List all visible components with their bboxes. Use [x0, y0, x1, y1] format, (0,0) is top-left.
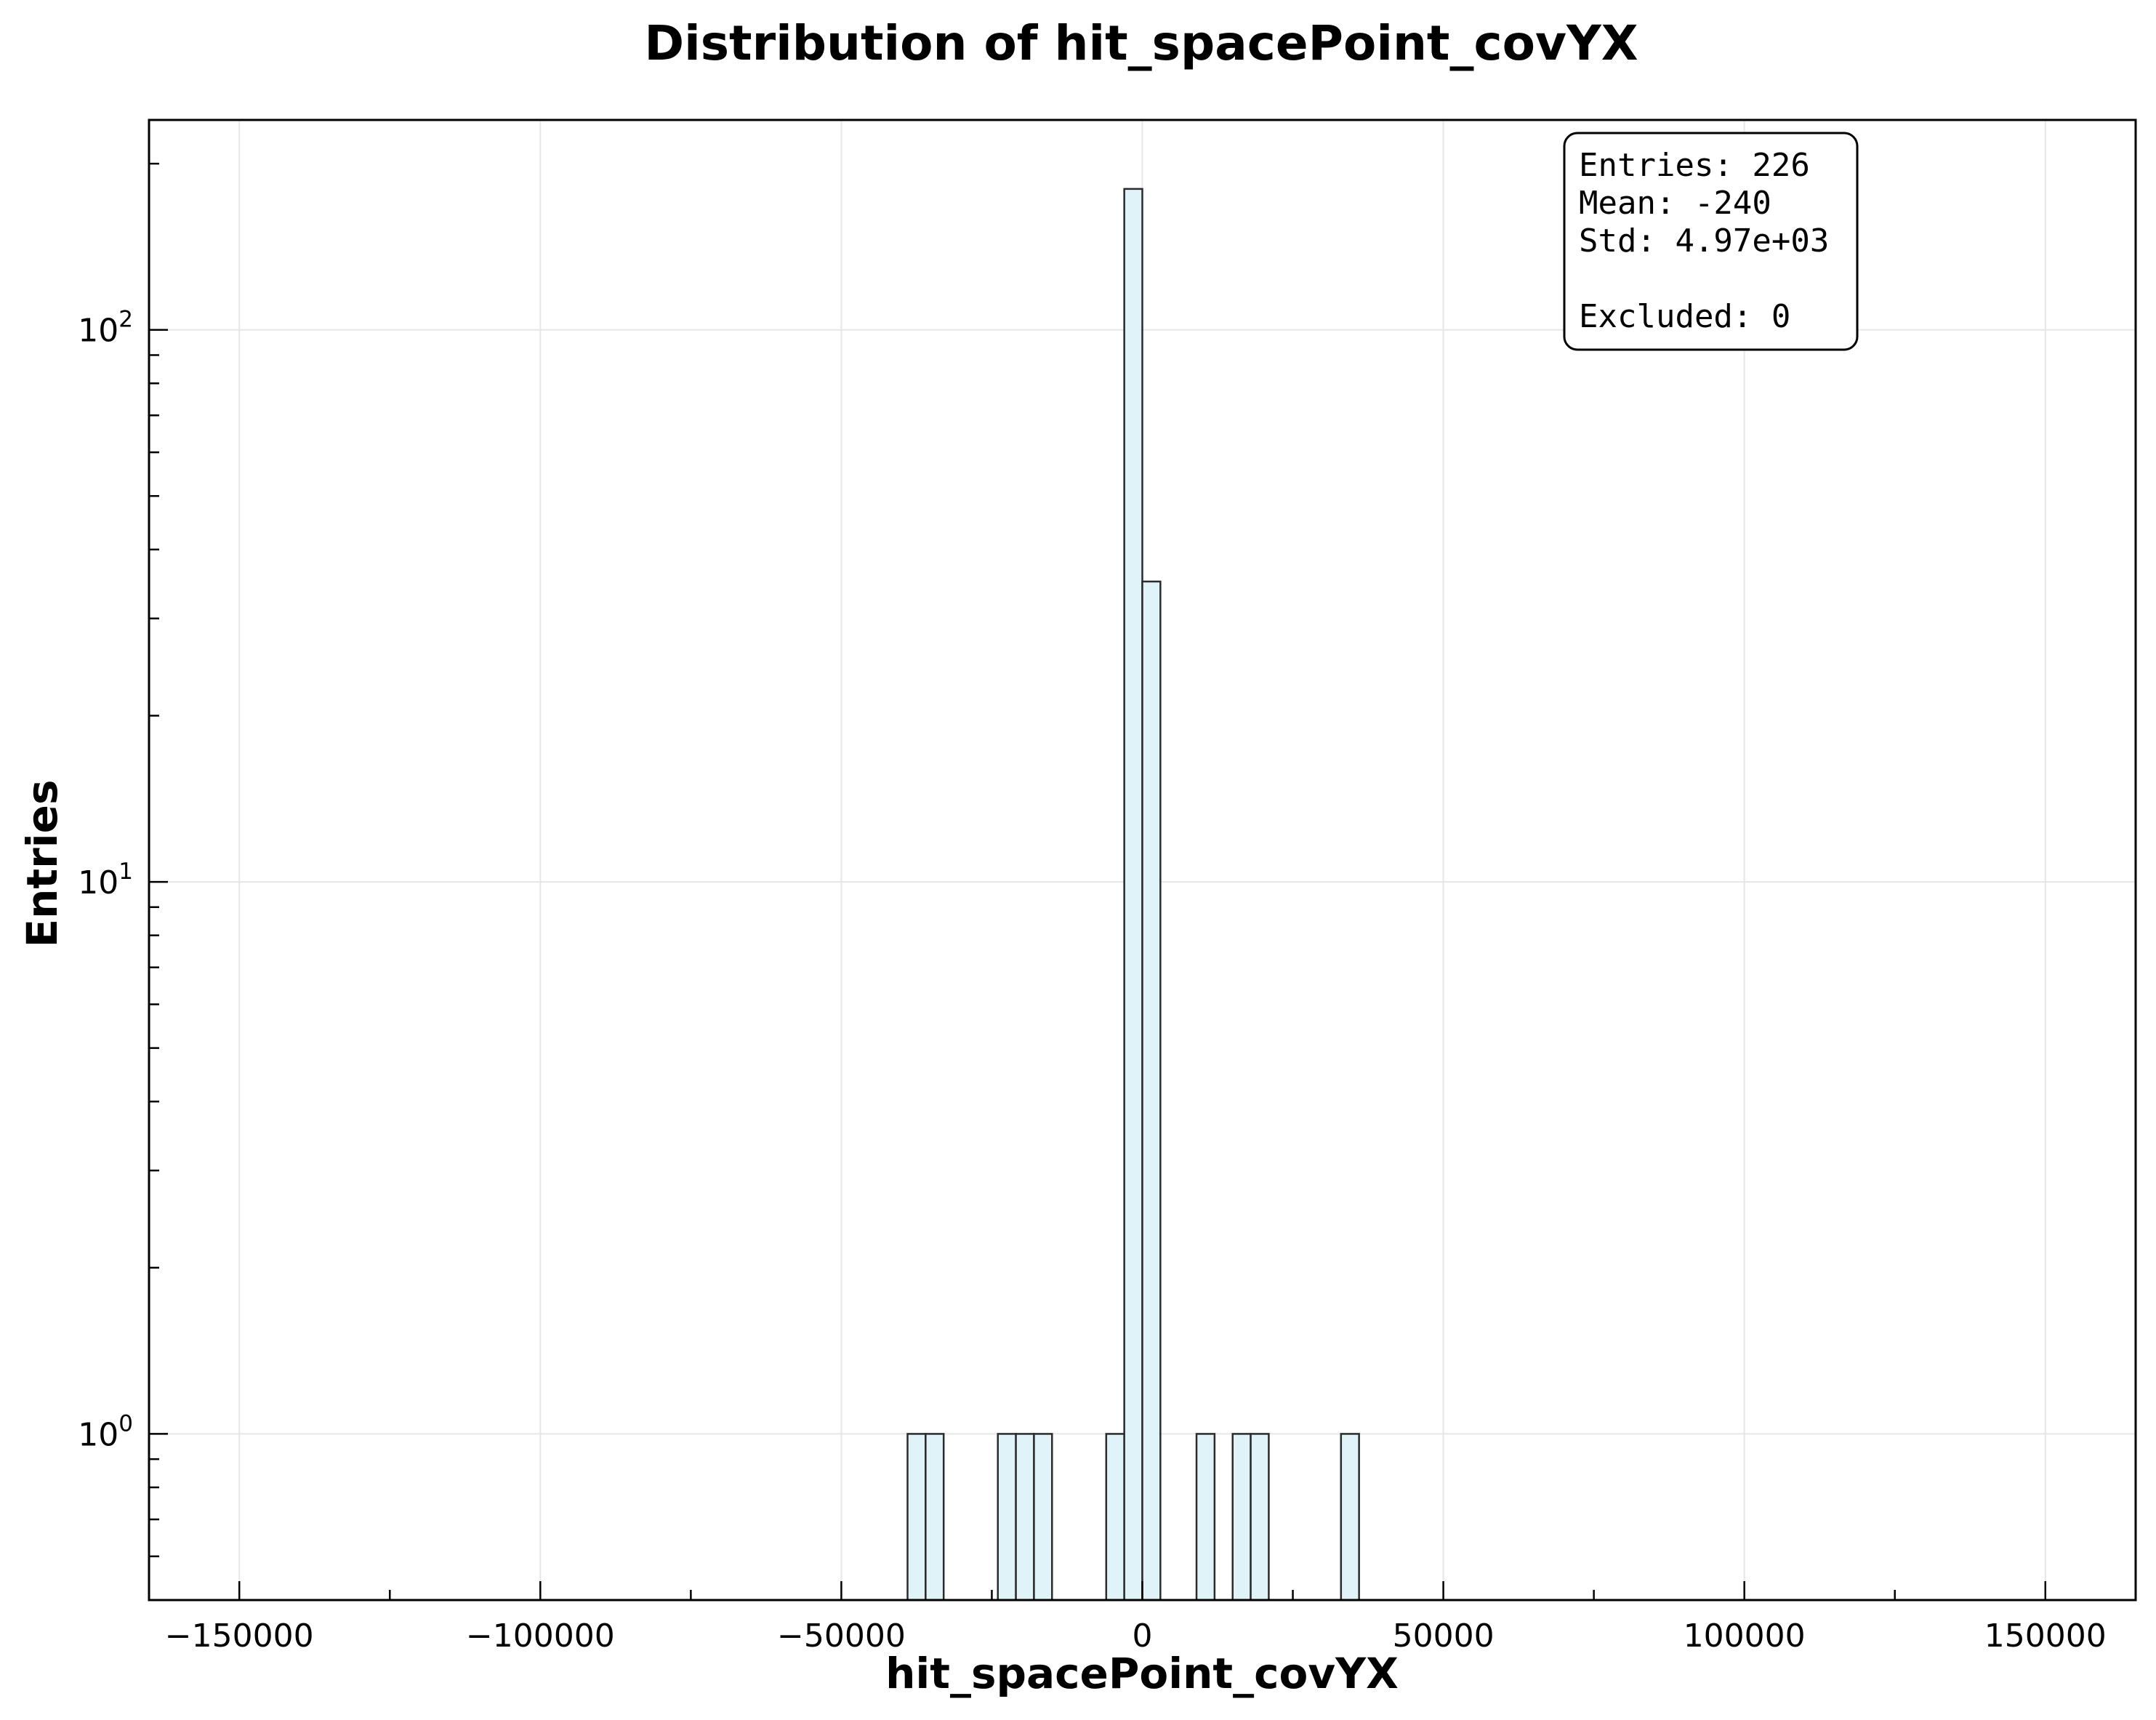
- y-axis-ticks: 100 101 102: [78, 162, 168, 1602]
- histogram-bar: [1105, 1433, 1125, 1602]
- chart-title: Distribution of hit_spacePoint_covYX: [644, 15, 1638, 71]
- y-tick-label: 102: [78, 307, 133, 350]
- y-tick-label: 100: [78, 1410, 133, 1453]
- stats-line: Entries: 226: [1579, 147, 1810, 184]
- x-tick-label: 0: [1133, 1617, 1153, 1655]
- histogram-bar: [1141, 580, 1162, 1602]
- stats-box-frame: [1563, 132, 1859, 351]
- histogram-bar: [1250, 1433, 1270, 1602]
- x-axis-ticks: −150000 −100000 −50000 0 50000 100000 150000: [165, 1581, 2107, 1655]
- x-tick-label: 150000: [1984, 1617, 2107, 1655]
- histogram-bar: [1340, 1433, 1360, 1602]
- histogram-bar: [1015, 1433, 1035, 1602]
- x-tick-label: 50000: [1393, 1617, 1495, 1655]
- histogram-bar: [906, 1433, 927, 1602]
- x-tick-label: −100000: [466, 1617, 615, 1655]
- x-tick-label: −150000: [165, 1617, 314, 1655]
- stats-line: Std: 4.97e+03: [1579, 222, 1829, 260]
- histogram-bar: [1195, 1433, 1216, 1602]
- x-tick-label: −50000: [777, 1617, 906, 1655]
- histogram-bars: [906, 188, 1360, 1602]
- y-tick-label: 101: [78, 859, 133, 901]
- y-axis-label: Entries: [17, 780, 67, 948]
- histogram-bar: [1123, 188, 1143, 1602]
- x-axis-label: hit_spacePoint_covYX: [885, 1649, 1399, 1698]
- histogram-bar: [1033, 1433, 1053, 1602]
- histogram-bar: [925, 1433, 945, 1602]
- histogram-bar: [997, 1433, 1017, 1602]
- stats-line: Excluded: 0: [1579, 298, 1790, 335]
- histogram-bar: [1231, 1433, 1252, 1602]
- stats-line: Mean: -240: [1579, 185, 1771, 222]
- x-tick-label: 100000: [1684, 1617, 1806, 1655]
